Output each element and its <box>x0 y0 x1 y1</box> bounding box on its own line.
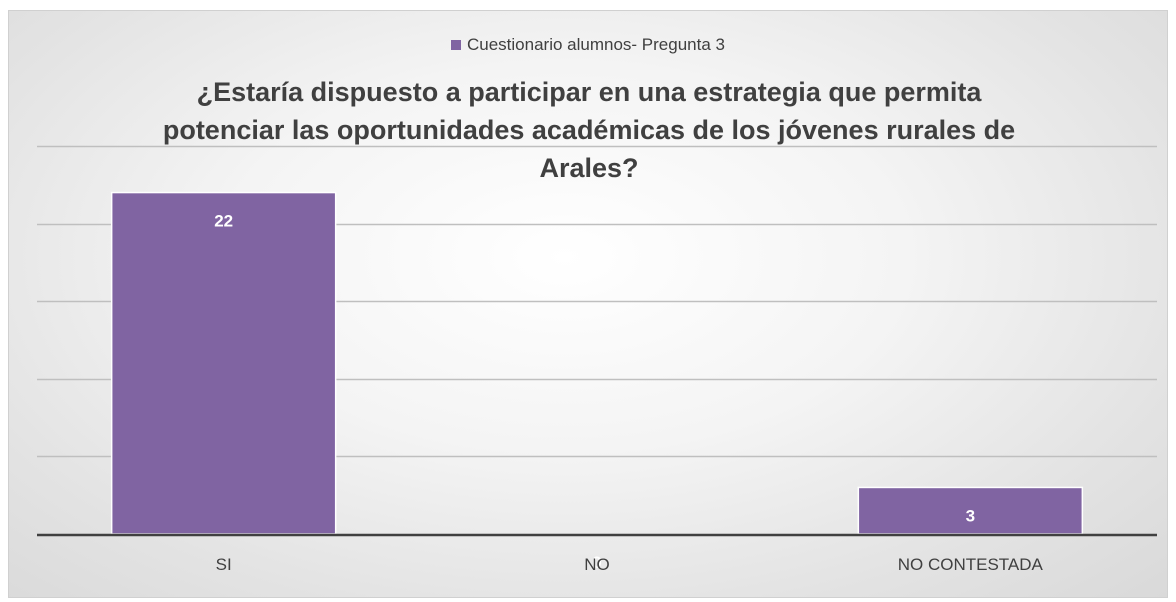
data-label: 22 <box>214 212 233 231</box>
bar-no-contestada <box>857 486 1084 535</box>
x-tick-label: SI <box>216 555 232 574</box>
data-label: 3 <box>966 506 975 525</box>
chart-title: ¿Estaría dispuesto a participar en una e… <box>162 77 1016 183</box>
legend-label: Cuestionario alumnos- Pregunta 3 <box>467 35 725 54</box>
legend: Cuestionario alumnos- Pregunta 3 <box>9 35 1167 55</box>
legend-swatch <box>451 40 461 50</box>
data-label: 0 <box>592 553 601 572</box>
x-tick-label: NO CONTESTADA <box>898 555 1044 574</box>
bar-si <box>110 191 337 535</box>
x-tick-label: NO <box>584 555 610 574</box>
